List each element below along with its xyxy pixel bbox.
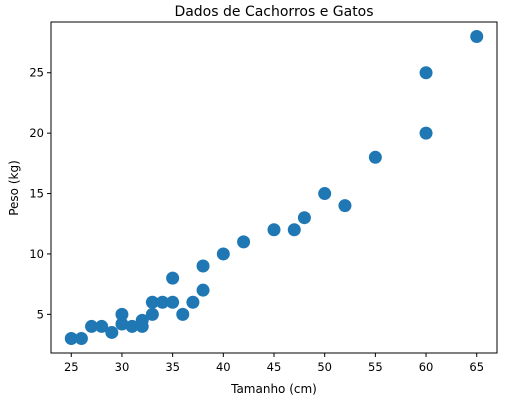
data-point — [419, 126, 433, 140]
x-tick-label: 35 — [165, 360, 180, 374]
x-tick-label: 60 — [419, 360, 434, 374]
y-tick-label: 25 — [29, 66, 44, 80]
data-point — [237, 235, 251, 249]
y-tick-label: 20 — [29, 126, 44, 140]
data-point — [318, 187, 332, 201]
data-point — [156, 295, 169, 309]
data-point — [216, 247, 230, 261]
x-axis: 25 30 35 40 45 50 55 60 65 — [64, 353, 484, 374]
data-point — [267, 223, 281, 237]
data-point — [166, 295, 180, 309]
x-axis-label: Tamanho (cm) — [230, 382, 317, 396]
x-tick-label: 50 — [317, 360, 332, 374]
data-point — [470, 29, 484, 43]
data-point — [176, 307, 190, 321]
data-point — [115, 317, 129, 331]
data-points — [64, 29, 484, 346]
data-point — [419, 66, 433, 80]
data-point — [196, 259, 210, 273]
data-point — [135, 319, 149, 333]
data-point — [105, 325, 119, 339]
data-point — [166, 271, 180, 285]
data-point — [368, 150, 382, 164]
data-point — [338, 199, 352, 213]
data-point — [64, 332, 78, 346]
x-tick-label: 40 — [216, 360, 231, 374]
data-point — [196, 283, 210, 297]
data-point — [145, 307, 159, 321]
x-tick-label: 55 — [368, 360, 383, 374]
data-point — [85, 319, 99, 333]
x-tick-label: 65 — [469, 360, 484, 374]
y-axis-label: Peso (kg) — [7, 160, 21, 216]
data-point — [74, 332, 88, 346]
x-tick-label: 45 — [267, 360, 282, 374]
x-tick-label: 25 — [64, 360, 79, 374]
y-axis: 5 10 15 20 25 — [29, 66, 51, 321]
data-point — [186, 295, 200, 309]
data-point — [287, 223, 301, 237]
data-point — [125, 319, 139, 333]
y-tick-label: 5 — [37, 307, 44, 321]
data-point — [95, 319, 109, 333]
data-point — [115, 307, 129, 321]
y-tick-label: 10 — [29, 247, 44, 261]
y-tick-label: 15 — [29, 187, 44, 201]
data-point — [297, 211, 311, 225]
x-tick-label: 30 — [115, 360, 130, 374]
chart-title: Dados de Cachorros e Gatos — [174, 4, 373, 20]
data-point — [145, 295, 159, 309]
